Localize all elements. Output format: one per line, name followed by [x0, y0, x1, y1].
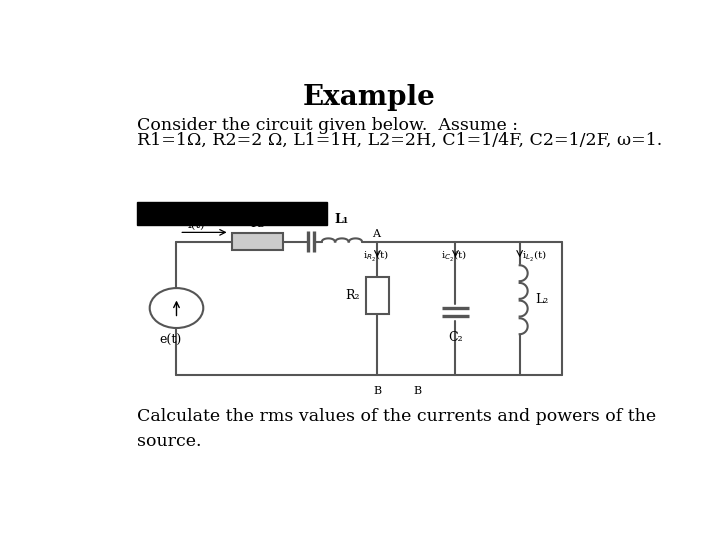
- Text: B: B: [413, 386, 421, 396]
- Text: L₁: L₁: [335, 213, 349, 226]
- Text: C₂: C₂: [448, 331, 463, 344]
- Text: B: B: [373, 386, 382, 396]
- Text: L₂: L₂: [535, 293, 549, 306]
- Text: C₁: C₁: [303, 216, 318, 229]
- Text: Example: Example: [302, 84, 436, 111]
- Text: e(t): e(t): [160, 334, 182, 347]
- Text: i$_{C_2}$(t): i$_{C_2}$(t): [441, 249, 467, 264]
- Text: R1=1Ω, R2=2 Ω, L1=1H, L2=2H, C1=1/4F, C2=1/2F, ω=1.: R1=1Ω, R2=2 Ω, L1=1H, L2=2H, C1=1/4F, C2…: [138, 132, 662, 149]
- Text: R₂: R₂: [346, 289, 360, 302]
- Bar: [233, 233, 282, 250]
- Bar: [138, 202, 327, 225]
- Text: i$_{R_2}$(t): i$_{R_2}$(t): [364, 249, 389, 264]
- Text: R₁: R₁: [250, 217, 265, 230]
- Text: i(t): i(t): [188, 218, 205, 231]
- Bar: [366, 277, 389, 314]
- Text: Calculate the rms values of the currents and powers of the
source.: Calculate the rms values of the currents…: [138, 408, 657, 450]
- Text: i$_{L_2}$(t): i$_{L_2}$(t): [523, 249, 547, 264]
- Circle shape: [150, 288, 203, 328]
- Text: Consider the circuit given below.  Assume :: Consider the circuit given below. Assume…: [138, 117, 518, 134]
- Text: A: A: [372, 230, 379, 239]
